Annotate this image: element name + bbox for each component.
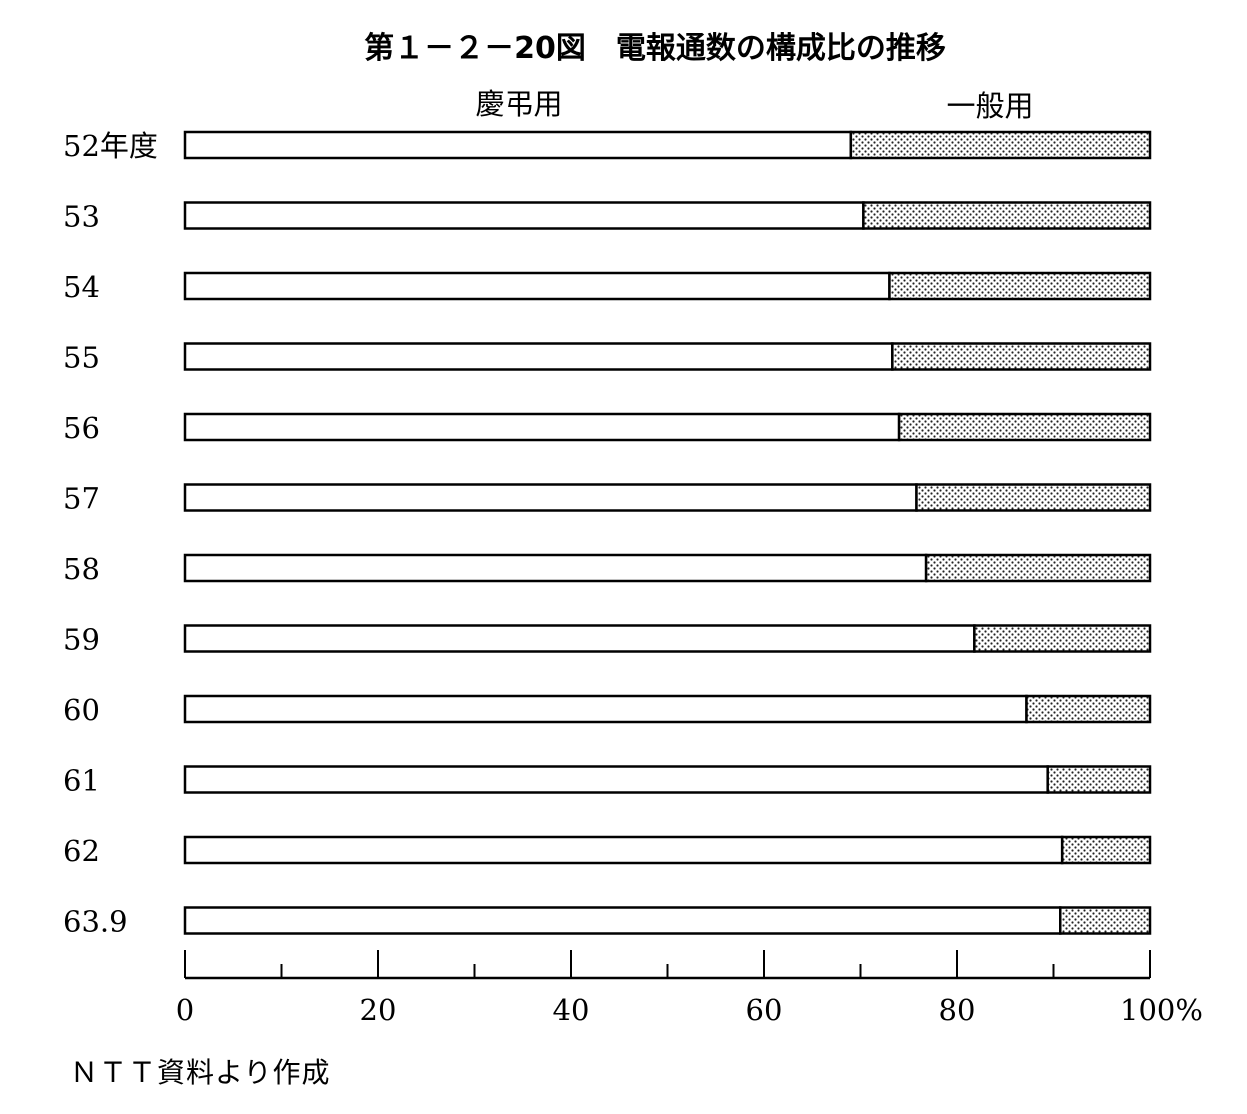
bar-keicho-4 (183, 412, 901, 442)
bar-keicho-8 (183, 694, 1028, 724)
x-tick-label-80: 80 (939, 993, 976, 1027)
category-label-11: 63.9 (63, 905, 128, 939)
bar-ippan-8 (1025, 694, 1152, 724)
legend-label-series-1: 慶弔用 (475, 87, 562, 121)
category-label-9: 61 (63, 764, 100, 798)
bar-ippan-5 (915, 483, 1152, 512)
bar-ippan-0 (849, 130, 1152, 160)
bar-keicho-5 (183, 483, 918, 512)
legend-label-series-2: 一般用 (946, 89, 1033, 123)
x-tick-label-40: 40 (553, 993, 590, 1027)
category-label-4: 56 (63, 411, 100, 445)
bar-keicho-0 (183, 130, 853, 160)
bar-ippan-11 (1059, 906, 1152, 935)
x-tick-label-0: 0 (176, 993, 194, 1027)
chart-title: 第１－２－20図 電報通数の構成比の推移 (364, 31, 946, 66)
category-labels: 52年度 53 54 55 56 57 58 59 60 61 62 63.9 (63, 129, 158, 939)
category-label-8: 60 (63, 693, 100, 727)
bar-keicho-1 (183, 201, 865, 230)
bar-ippan-7 (973, 624, 1152, 653)
bar-keicho-3 (183, 342, 894, 371)
category-label-5: 57 (63, 482, 100, 516)
bars-group (183, 130, 1152, 935)
category-label-0: 52年度 (63, 129, 158, 163)
category-label-10: 62 (63, 834, 100, 868)
x-tick-label-100: 100% (1120, 993, 1203, 1027)
bar-ippan-1 (862, 201, 1152, 230)
bar-ippan-9 (1046, 765, 1152, 794)
category-label-6: 58 (63, 552, 100, 586)
source-note: ＮＴＴ資料より作成 (70, 1056, 330, 1089)
x-axis: 0 20 40 60 80 100% (176, 950, 1203, 1027)
bar-keicho-9 (183, 765, 1049, 794)
bar-keicho-10 (183, 835, 1064, 865)
bar-ippan-4 (897, 412, 1152, 442)
bar-ippan-10 (1060, 835, 1152, 865)
bar-keicho-2 (183, 271, 891, 301)
category-label-3: 55 (63, 341, 100, 375)
bar-ippan-2 (888, 271, 1152, 301)
bar-keicho-6 (183, 553, 928, 583)
bar-ippan-6 (924, 553, 1152, 583)
x-tick-label-60: 60 (746, 993, 783, 1027)
bar-keicho-7 (183, 624, 976, 653)
category-label-1: 53 (63, 200, 100, 234)
x-tick-label-20: 20 (360, 993, 397, 1027)
category-label-7: 59 (63, 623, 100, 657)
bar-ippan-3 (891, 342, 1152, 371)
category-label-2: 54 (63, 270, 100, 304)
bar-keicho-11 (183, 906, 1062, 935)
